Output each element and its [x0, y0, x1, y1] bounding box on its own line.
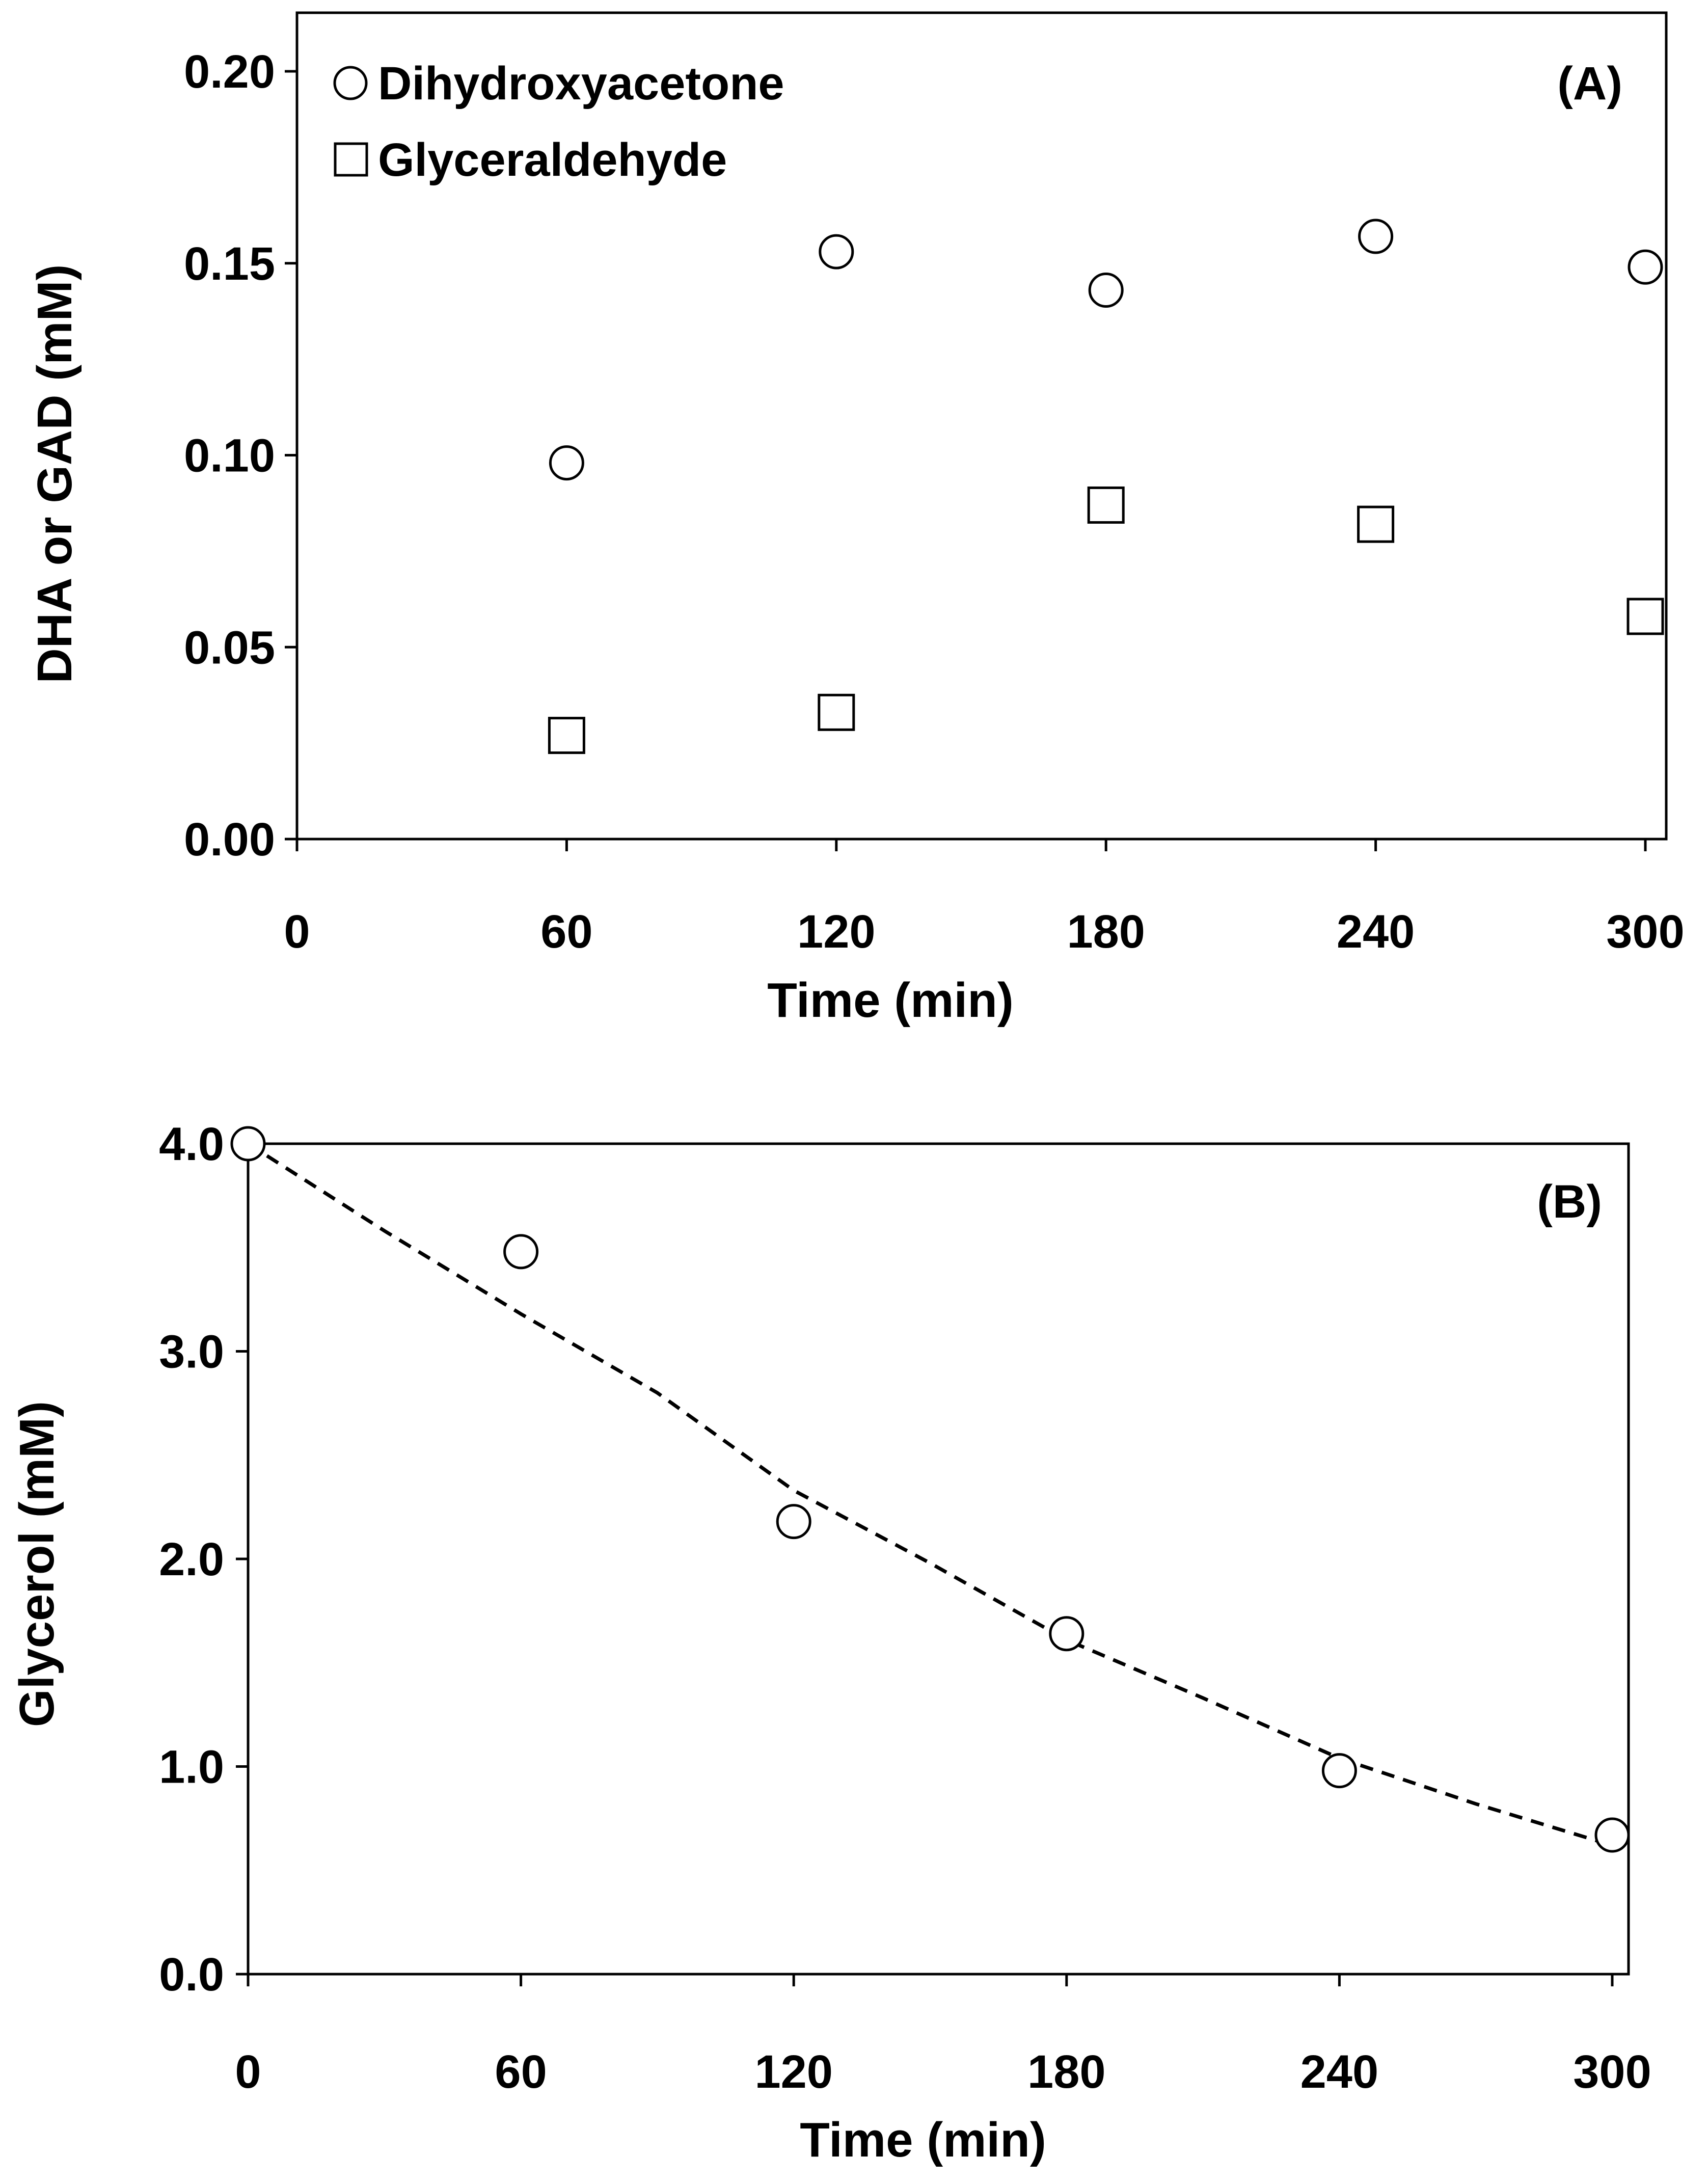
panel-b-x-tick-label: 300 [1573, 2046, 1651, 2098]
panel-b-marks [230, 1126, 1630, 1853]
panel-b-ticks: 0 60 120 180 240 300 0.0 1.0 2.0 3.0 4.0 [159, 1118, 1651, 2098]
panel-b-y-tick-label: 2.0 [159, 1533, 224, 1585]
panel-a-y-tick-label: 0.15 [184, 238, 275, 290]
panel-b-x-tick-label: 60 [495, 2046, 547, 2098]
glyceraldehyde-point [1626, 598, 1664, 635]
dihydroxyacetone-point [1358, 219, 1394, 254]
panel-a-marks [548, 219, 1664, 754]
panel-a-y-tick-label: 0.10 [184, 430, 275, 482]
legend-label-glyceraldehyde: Glyceraldehyde [378, 134, 727, 186]
glycerol-fit-line [247, 1142, 1613, 1847]
glycerol-point [776, 1504, 811, 1540]
legend-circle-marker [333, 66, 368, 100]
panel-a-y-tick-label: 0.20 [184, 46, 275, 98]
panel-b-fit-layer [247, 1142, 1613, 1847]
panel-b-y-tick-label: 0.0 [159, 1949, 224, 2001]
dihydroxyacetone-point [819, 234, 854, 269]
panel-b-x-tick-label: 0 [235, 2046, 261, 2098]
panel-a-x-tick-label: 0 [284, 906, 310, 958]
panel-a-y-axis-label: DHA or GAD (mM) [28, 264, 82, 683]
panel-b-y-tick-label: 3.0 [159, 1326, 224, 1378]
glyceraldehyde-point [548, 717, 585, 754]
panel-b-label: (B) [1537, 1176, 1602, 1228]
panel-b-y-axis-label: Glycerol (mM) [10, 1401, 64, 1727]
glycerol-point [1049, 1616, 1085, 1652]
glyceraldehyde-point [1087, 486, 1125, 524]
panel-a-legend: Dihydroxyacetone Glyceraldehyde [333, 58, 784, 186]
panel-b-y-tick-label: 1.0 [159, 1741, 224, 1793]
dihydroxyacetone-point [549, 445, 584, 481]
panel-b-x-tick-label: 240 [1300, 2046, 1379, 2098]
glycerol-point [503, 1234, 539, 1270]
panel-a-x-tick-label: 180 [1067, 906, 1145, 958]
panel-a-plot-frame [295, 11, 1668, 841]
panel-a-x-tick-label: 300 [1606, 906, 1685, 958]
panel-a-x-tick-label: 240 [1337, 906, 1415, 958]
glycerol-point [1594, 1817, 1630, 1853]
panel-b-chart: 0 60 120 180 240 300 0.0 1.0 2.0 3.0 4.0 (B) Time … [10, 1118, 1651, 2167]
panel-b-x-tick-label: 180 [1027, 2046, 1106, 2098]
panel-a-x-tick-label: 60 [540, 906, 592, 958]
panel-a-ticks: 0 60 120 180 240 300 0.00 0.05 0.10 0.15 0.20 [184, 46, 1685, 958]
glycerol-point [1321, 1753, 1357, 1789]
dihydroxyacetone-point [1088, 272, 1124, 308]
glyceraldehyde-point [818, 693, 855, 731]
panel-a-x-tick-label: 120 [797, 906, 876, 958]
panel-a-y-tick-label: 0.05 [184, 622, 275, 673]
panel-a-x-axis-label: Time (min) [767, 973, 1014, 1028]
dihydroxyacetone-point [1628, 249, 1663, 285]
legend-square-marker [334, 142, 368, 177]
glyceraldehyde-point [1357, 505, 1395, 543]
panel-b-plot-frame [247, 1142, 1630, 1976]
panel-a-label: (A) [1557, 58, 1622, 110]
panel-b-x-axis-label: Time (min) [800, 2113, 1046, 2167]
glycerol-point [230, 1126, 266, 1162]
panel-a-y-tick-label: 0.00 [184, 814, 275, 866]
panel-b-y-tick-label: 4.0 [159, 1118, 224, 1170]
panel-b-x-tick-label: 120 [754, 2046, 833, 2098]
legend-label-dihydroxyacetone: Dihydroxyacetone [378, 58, 784, 110]
